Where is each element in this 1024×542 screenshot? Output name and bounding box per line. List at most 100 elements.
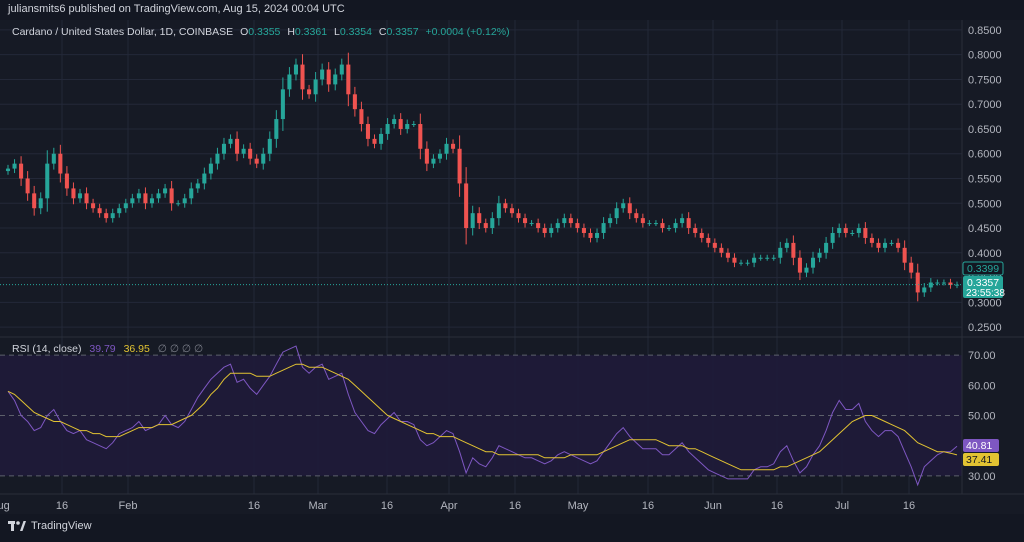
candle-body [130,198,135,204]
candle-body [32,193,37,209]
candle-body [267,138,272,154]
candle-body [581,228,586,233]
candle-body [601,223,606,233]
publisher-line: juliansmits6 published on TradingView.co… [8,3,345,15]
candle-body [673,223,678,229]
candle-body [431,158,436,164]
candle-body [58,153,63,174]
candle-body [922,287,927,293]
candle-body [411,124,416,126]
open-value: 0.3355 [248,26,280,38]
time-axis[interactable]: 16 Feb 16 Mar 16 Apr 16 May 16 Jun 16 Jul 16 Aug [0,500,915,512]
candle-body [536,223,541,229]
candle-body [575,223,580,229]
symbol-legend[interactable]: Cardano / United States Dollar, 1D, COIN… [12,26,510,38]
candle-body [313,79,318,95]
candle-body [830,232,835,243]
rsi-value: 39.79 [89,343,115,355]
candle-body [634,213,639,219]
prev-close-tag: 0.3399 [962,261,1004,276]
candle-body [405,124,410,129]
prev-close-text: 0.3399 [967,263,999,275]
time-tick-label: Feb [119,500,138,512]
candle-body [307,89,312,95]
candle-body [647,223,652,225]
rsi-levels [0,354,962,477]
candle-body [326,69,331,85]
tradingview-logo[interactable]: TradingView [8,520,92,532]
candle-body [948,282,953,285]
candle-body [477,213,482,224]
candle-body [228,138,233,144]
candle-body [346,64,351,95]
price-axis[interactable]: 0.8500 0.8000 0.7500 0.7000 0.6500 0.6000 0.55… [968,25,1002,334]
candle-body [699,232,704,238]
rsi-ma-line [7,363,958,471]
candle-body [176,203,181,205]
countdown-text: 23:55:38 [966,288,1005,299]
candle-body [614,208,619,219]
candle-body [738,262,744,264]
candle-body [287,74,292,90]
candle-body [490,218,495,229]
candle-body [470,213,475,229]
price-tick-label: 0.8000 [968,50,1002,62]
candle-body [215,153,220,164]
candle-body [149,198,155,204]
candle-body [653,223,658,225]
candle-body [202,173,207,184]
time-tick-label: 16 [56,500,68,512]
candle-body [856,228,861,233]
candle-body [208,163,213,174]
rsi-tick-label: 60.00 [968,380,996,392]
candle-body [51,153,56,164]
candle-body [5,168,11,172]
candle-body [640,218,645,224]
candle-body [385,124,390,134]
last-price-text: 0.3357 [967,277,999,289]
close-value: 0.3357 [386,26,418,38]
candle-body [339,64,344,75]
candle-body [765,257,770,259]
candle-body [117,208,122,214]
rsi-legend[interactable]: RSI (14, close) 39.79 36.95 ∅ ∅ ∅ ∅ [12,343,203,355]
candle-body [444,143,449,154]
candle-body [280,89,285,120]
price-tick-label: 0.4000 [968,248,1002,260]
candle-body [542,228,547,233]
candle-body [163,188,168,194]
candle-body [12,163,17,169]
candle-body [235,138,240,154]
candle-body [902,247,907,263]
candle-body [863,228,868,238]
candle-body [424,148,429,164]
symbol-name: Cardano / United States Dollar, 1D, COIN… [12,26,233,38]
candle-body [261,153,266,164]
candle-body [817,252,822,258]
candle-body [745,262,750,264]
candle-body [254,158,259,164]
chart-canvas[interactable]: 0.8500 0.8000 0.7500 0.7000 0.6500 0.6000 0.55… [0,20,1024,514]
candle-body [549,228,554,233]
candle-body [143,193,148,204]
candle-body [457,148,462,184]
candle-body [882,242,888,248]
candles [5,52,960,302]
candle-body [91,203,96,209]
candle-body [398,119,403,129]
candle-body [595,232,600,238]
time-tick-label: Aug [0,500,10,512]
candle-body [935,282,940,284]
candle-body [97,208,102,214]
candle-body [778,247,783,258]
candle-body [77,193,83,199]
candle-body [84,193,89,204]
candle-body [509,208,514,214]
price-tick-label: 0.6500 [968,124,1002,136]
candle-body [666,228,672,230]
chart-frame[interactable]: 0.8500 0.8000 0.7500 0.7000 0.6500 0.6000 0.55… [0,20,1024,514]
candle-body [896,242,901,248]
last-price-tag: 0.3357 23:55:38 [963,276,1005,299]
candle-body [45,163,50,199]
candle-body [568,218,573,224]
